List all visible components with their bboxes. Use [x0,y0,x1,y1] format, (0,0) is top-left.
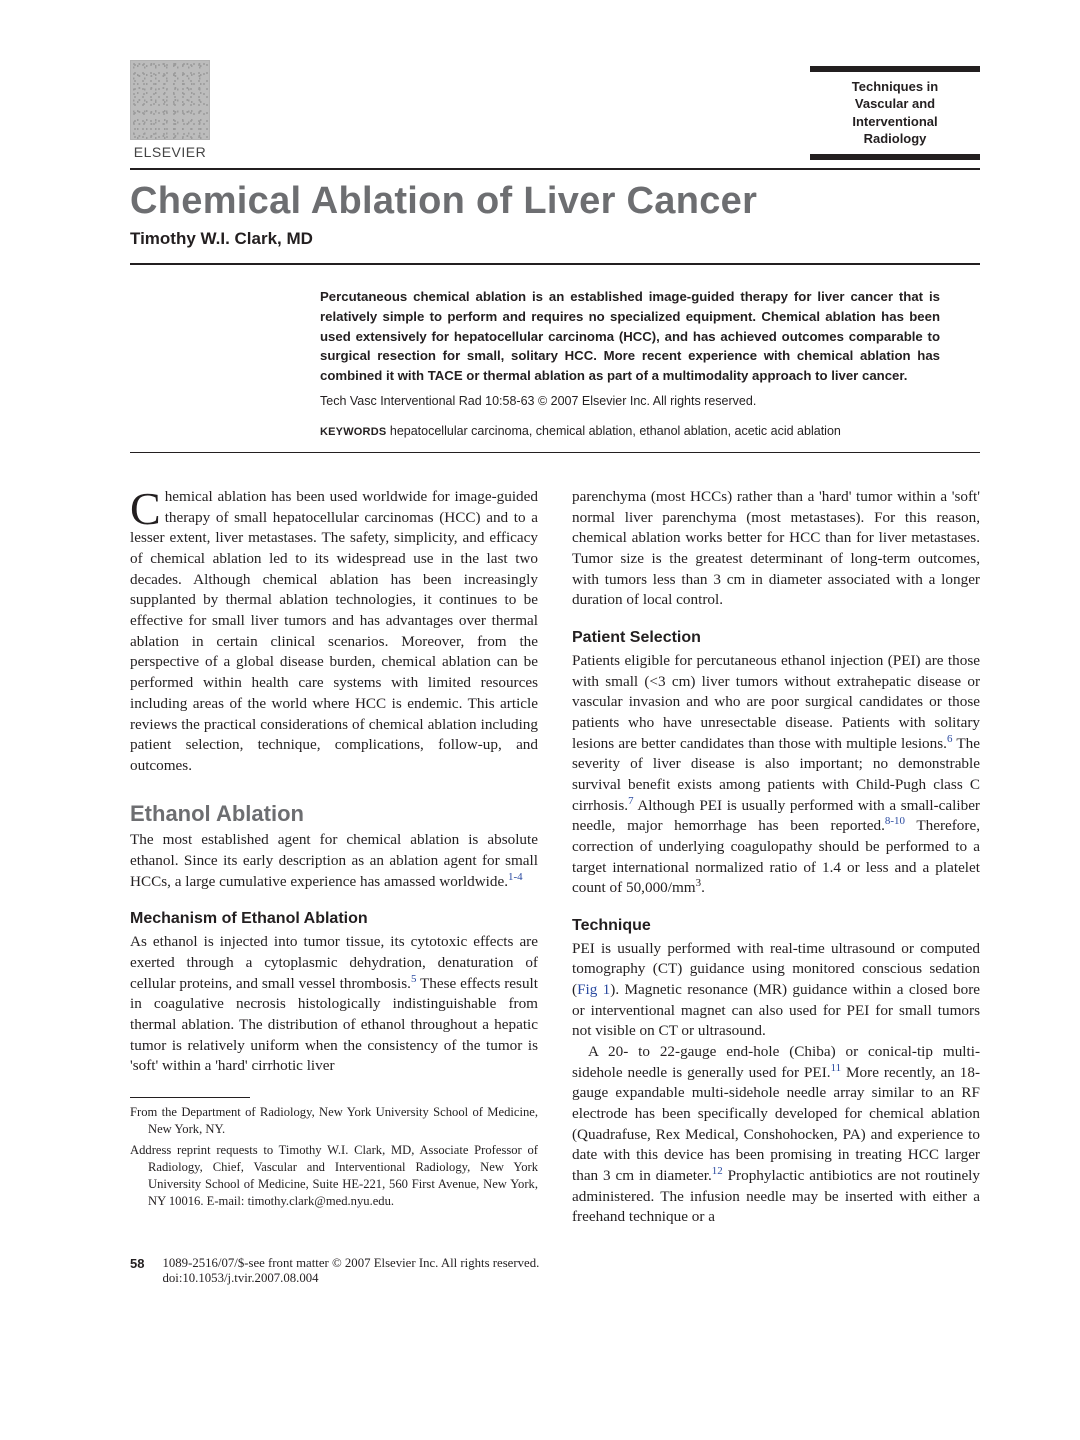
body-text: . [701,879,705,896]
page: ELSEVIER Techniques in Vascular and Inte… [0,0,1080,1326]
journal-line: Radiology [820,130,970,148]
section-heading-ethanol: Ethanol Ablation [130,799,538,829]
column-left: Chemical ablation has been used worldwid… [130,487,538,1228]
journal-title-box: Techniques in Vascular and Interventiona… [810,66,980,160]
ethanol-intro: The most established agent for chemical … [130,830,538,892]
mechanism-paragraph: As ethanol is injected into tumor tissue… [130,932,538,1077]
abstract-block: Percutaneous chemical ablation is an est… [130,287,980,438]
rule-under-author [130,263,980,265]
affiliation-footnote: From the Department of Radiology, New Yo… [130,1104,538,1138]
subheading-technique: Technique [572,915,980,937]
correspondence-footnote: Address reprint requests to Timothy W.I.… [130,1142,538,1210]
patient-selection-paragraph: Patients eligible for percutaneous ethan… [572,651,980,899]
ref-link[interactable]: 11 [831,1062,842,1074]
body-text: Patients eligible for percutaneous ethan… [572,652,980,752]
dropcap: C [130,487,165,528]
copyright-line: 1089-2516/07/$-see front matter © 2007 E… [162,1256,539,1271]
intro-paragraph: Chemical ablation has been used worldwid… [130,487,538,776]
body-text: ). Magnetic resonance (MR) guidance with… [572,981,980,1039]
author-name: Timothy W.I. Clark, MD [130,229,980,249]
ref-link[interactable]: 1-4 [508,871,523,883]
body-columns: Chemical ablation has been used worldwid… [130,487,980,1228]
intro-text: hemical ablation has been used worldwide… [130,488,538,774]
rule-top [130,168,980,170]
keywords-row: KEYWORDS hepatocellular carcinoma, chemi… [320,424,940,438]
ref-link[interactable]: 12 [712,1165,723,1177]
journal-line: Interventional [820,113,970,131]
keywords-label: KEYWORDS [320,426,386,438]
abstract-text: Percutaneous chemical ablation is an est… [320,287,940,386]
page-footer: 58 1089-2516/07/$-see front matter © 200… [130,1256,980,1286]
subheading-mechanism: Mechanism of Ethanol Ablation [130,908,538,930]
footer-text-block: 1089-2516/07/$-see front matter © 2007 E… [162,1256,539,1286]
body-text: The most established agent for chemical … [130,831,538,889]
citation-line: Tech Vasc Interventional Rad 10:58-63 © … [320,392,940,410]
journal-line: Techniques in [820,78,970,96]
continuation-paragraph: parenchyma (most HCCs) rather than a 'ha… [572,487,980,611]
page-number: 58 [130,1256,144,1271]
elsevier-tree-icon [130,60,210,140]
rule-under-abstract [130,452,980,453]
doi-line: doi:10.1053/j.tvir.2007.08.004 [162,1271,539,1286]
technique-paragraph-1: PEI is usually performed with real-time … [572,939,980,1042]
publisher-logo: ELSEVIER [130,60,210,160]
technique-paragraph-2: A 20- to 22-gauge end-hole (Chiba) or co… [572,1042,980,1228]
column-right: parenchyma (most HCCs) rather than a 'ha… [572,487,980,1228]
journal-line: Vascular and [820,95,970,113]
footnote-rule [130,1097,250,1098]
article-title: Chemical Ablation of Liver Cancer [130,180,980,223]
header-row: ELSEVIER Techniques in Vascular and Inte… [130,60,980,160]
ref-link[interactable]: 8-10 [885,815,905,827]
subheading-patient-selection: Patient Selection [572,627,980,649]
figure-link[interactable]: Fig 1 [577,981,610,998]
keywords-text: hepatocellular carcinoma, chemical ablat… [390,424,841,438]
publisher-name: ELSEVIER [134,144,206,160]
